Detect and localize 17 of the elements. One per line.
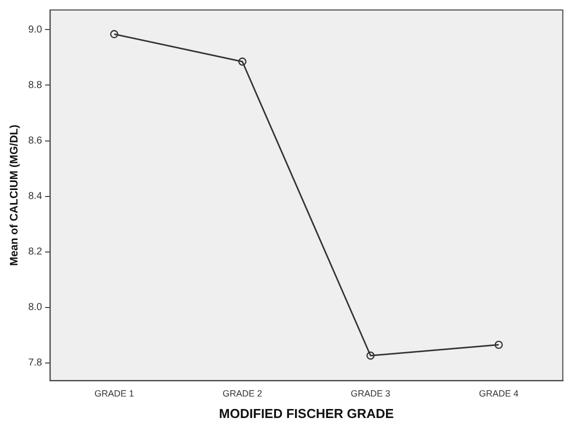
y-tick-label: 8.8	[28, 80, 43, 91]
x-tick-label: GRADE 1	[94, 388, 134, 398]
y-tick-label: 7.8	[28, 358, 43, 369]
x-tick-label: GRADE 2	[222, 388, 262, 398]
y-tick-label: 8.0	[28, 302, 43, 314]
point	[366, 352, 375, 360]
y-axis-title: Mean of CALCIUM (MG/DL)	[8, 124, 21, 266]
point	[238, 58, 246, 66]
y-tick-label: 9.0	[28, 24, 43, 36]
y-tick-label: 8.4	[28, 191, 43, 202]
x-axis-title: MODIFIED FISCHER GRADE	[219, 406, 394, 421]
point	[494, 340, 503, 349]
x-tick-label: GRADE 3	[350, 388, 390, 398]
y-tick-label: 8.2	[28, 246, 43, 258]
y-tick-label: 8.6	[28, 136, 43, 146]
point	[110, 30, 118, 38]
x-tick-label: GRADE 4	[478, 388, 518, 398]
